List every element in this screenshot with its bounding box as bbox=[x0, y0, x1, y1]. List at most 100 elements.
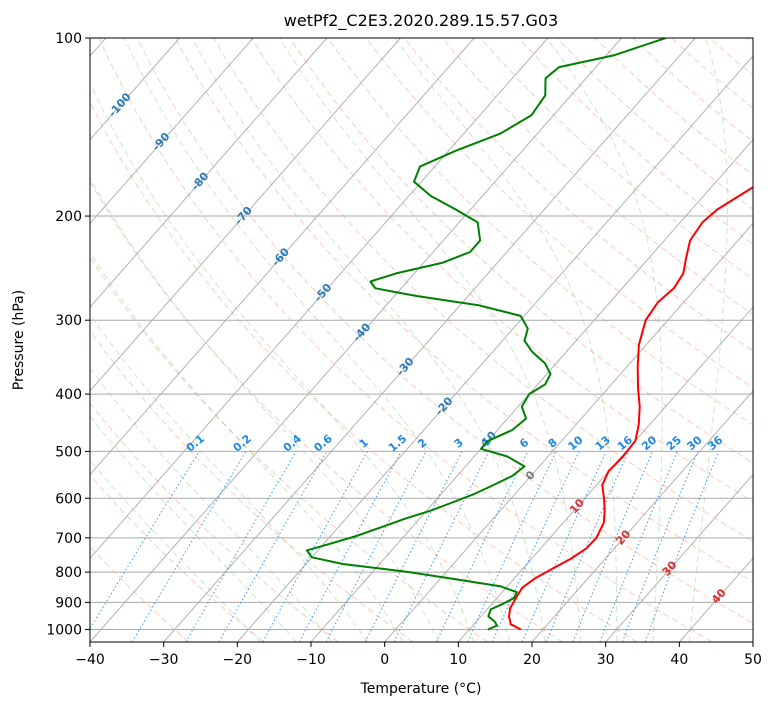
isotherm-line bbox=[90, 38, 254, 225]
mixing-ratio-line bbox=[621, 451, 699, 642]
mixing-ratio-label: 25 bbox=[664, 433, 684, 453]
mixing-ratio-line bbox=[218, 451, 328, 642]
x-tick-label: −20 bbox=[223, 652, 253, 668]
dry-adiabat bbox=[632, 38, 753, 143]
isotherm-line bbox=[90, 38, 549, 560]
profiles bbox=[305, 38, 753, 631]
x-tick-label: −10 bbox=[296, 652, 326, 668]
mixing-ratio-line bbox=[364, 451, 463, 642]
moist-adiabat bbox=[90, 251, 404, 642]
moist-adiabat bbox=[278, 38, 582, 642]
mixing-ratio-label: 2 bbox=[415, 436, 429, 451]
y-tick-label: 100 bbox=[55, 31, 82, 47]
moist-adiabat bbox=[90, 81, 475, 642]
dry-adiabat bbox=[90, 330, 414, 642]
plot-frame bbox=[89, 37, 754, 643]
dry-adiabat bbox=[212, 38, 753, 542]
x-tick-label: 40 bbox=[670, 652, 688, 668]
dry-adiabat bbox=[90, 180, 563, 642]
moist-adiabat bbox=[191, 38, 546, 642]
mixing-ratio-line bbox=[521, 451, 607, 642]
dry-adiabat bbox=[90, 101, 638, 642]
temperature-profile-line bbox=[508, 185, 753, 631]
mixing-ratio-label: 8 bbox=[546, 436, 560, 451]
mixing-ratio-label: 3 bbox=[452, 436, 466, 451]
background-lines bbox=[90, 38, 753, 642]
moist-adiabat bbox=[90, 367, 333, 642]
dry-adiabat bbox=[98, 38, 712, 642]
dry-adiabat bbox=[136, 38, 753, 624]
y-axis: 100 200 300 400 500 600 700 800 900 1000 bbox=[46, 31, 90, 638]
y-tick-label: 1000 bbox=[46, 622, 82, 638]
dry-adiabat bbox=[90, 545, 190, 642]
isotherm-line bbox=[90, 38, 622, 642]
mixing-ratio-line bbox=[491, 451, 580, 642]
dry-adiabat bbox=[174, 38, 753, 583]
dry-adiabat bbox=[90, 474, 264, 642]
y-tick-label: 700 bbox=[55, 531, 82, 547]
x-tick-label: 20 bbox=[523, 652, 541, 668]
moist-adiabat bbox=[90, 459, 261, 642]
x-tick-label: −30 bbox=[149, 652, 179, 668]
mixing-ratio-label: 36 bbox=[705, 433, 725, 453]
dry-adiabat bbox=[518, 38, 753, 245]
dry-adiabat bbox=[90, 402, 339, 642]
x-tick-label: 50 bbox=[744, 652, 762, 668]
mixing-ratio-label: 30 bbox=[684, 433, 704, 453]
y-tick-label: 600 bbox=[55, 491, 82, 507]
dry-adiabat bbox=[90, 256, 488, 642]
isotherm-line bbox=[310, 138, 753, 642]
isotherm-line bbox=[236, 55, 753, 642]
isotherm-line bbox=[605, 473, 753, 642]
y-tick-label: 500 bbox=[55, 444, 82, 460]
mixing-ratio-line bbox=[644, 451, 720, 642]
mixing-ratio-line bbox=[185, 451, 297, 642]
moist-adiabat bbox=[123, 38, 510, 642]
isotherm-line bbox=[384, 222, 753, 642]
y-tick-label: 900 bbox=[55, 595, 82, 611]
y-axis-label: Pressure (hPa) bbox=[11, 290, 27, 390]
isotherm-line bbox=[90, 38, 180, 141]
dry-adiabat bbox=[251, 38, 753, 503]
isotherm-line bbox=[90, 38, 328, 308]
mixing-ratio-line bbox=[572, 451, 654, 642]
y-tick-label: 400 bbox=[55, 387, 82, 403]
x-axis: −40 −30 −20 −10 0 10 20 30 40 50 bbox=[75, 642, 762, 668]
mixing-ratio-line bbox=[393, 451, 490, 642]
dry-adiabat bbox=[289, 38, 753, 464]
x-tick-label: −40 bbox=[75, 652, 105, 668]
isotherm-line bbox=[531, 390, 753, 642]
isotherm-line bbox=[678, 557, 753, 642]
mixing-ratio-line bbox=[435, 451, 529, 642]
dry-adiabat bbox=[327, 38, 753, 426]
isotherm-line bbox=[457, 306, 753, 642]
moist-adiabat bbox=[90, 177, 439, 642]
y-tick-label: 200 bbox=[55, 209, 82, 225]
mixing-ratio-line bbox=[90, 451, 200, 630]
x-axis-label: Temperature (°C) bbox=[360, 681, 482, 697]
moist-adiabat bbox=[90, 313, 369, 642]
dry-adiabat bbox=[670, 38, 753, 109]
mixing-ratio-line bbox=[262, 451, 368, 642]
chart-title: wetPf2_C2E3.2020.289.15.57.G03 bbox=[284, 11, 558, 31]
isotherm-line bbox=[90, 38, 475, 476]
y-tick-label: 800 bbox=[55, 565, 82, 581]
mixing-ratio-label: 10 bbox=[565, 433, 585, 453]
dry-adiabat bbox=[365, 38, 753, 389]
x-tick-label: 10 bbox=[449, 652, 467, 668]
x-tick-label: 30 bbox=[597, 652, 615, 668]
isotherm-line bbox=[752, 641, 753, 642]
dry-adiabat bbox=[747, 38, 753, 44]
mixing-ratio-label: 6 bbox=[517, 436, 531, 451]
dry-adiabat bbox=[441, 38, 753, 316]
dry-adiabat bbox=[709, 38, 753, 76]
moist-adiabat bbox=[688, 38, 728, 642]
x-tick-label: 0 bbox=[380, 652, 389, 668]
moist-adiabat bbox=[546, 38, 663, 642]
mixing-ratio-line bbox=[325, 451, 427, 642]
y-tick-label: 300 bbox=[55, 313, 82, 329]
mixing-ratio-line bbox=[545, 451, 629, 642]
isotherm-line bbox=[163, 38, 696, 642]
